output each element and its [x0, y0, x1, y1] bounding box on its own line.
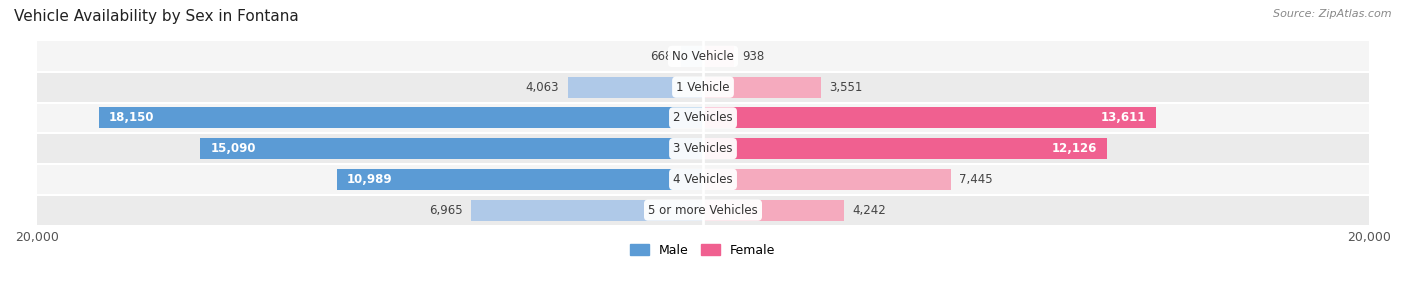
Text: 15,090: 15,090	[211, 142, 256, 155]
Text: 4,063: 4,063	[526, 81, 560, 94]
Bar	[37, 134, 1369, 164]
Bar	[337, 169, 703, 190]
Bar	[703, 46, 734, 67]
Text: 4 Vehicles: 4 Vehicles	[673, 173, 733, 186]
Bar	[98, 107, 703, 128]
Text: 6,965: 6,965	[429, 203, 463, 217]
Text: 12,126: 12,126	[1052, 142, 1097, 155]
Text: 2 Vehicles: 2 Vehicles	[673, 111, 733, 125]
Text: 18,150: 18,150	[108, 111, 155, 125]
Text: Source: ZipAtlas.com: Source: ZipAtlas.com	[1274, 9, 1392, 19]
Text: 3 Vehicles: 3 Vehicles	[673, 142, 733, 155]
Bar	[681, 46, 703, 67]
Bar	[37, 41, 1369, 72]
Text: Vehicle Availability by Sex in Fontana: Vehicle Availability by Sex in Fontana	[14, 9, 299, 24]
Text: 7,445: 7,445	[959, 173, 993, 186]
Bar	[568, 77, 703, 98]
Bar	[703, 77, 821, 98]
Bar	[37, 72, 1369, 102]
Bar	[703, 138, 1107, 159]
Bar	[703, 169, 950, 190]
Bar	[201, 138, 703, 159]
Bar	[37, 164, 1369, 194]
Bar	[37, 103, 1369, 133]
Text: 4,242: 4,242	[852, 203, 886, 217]
Text: 1 Vehicle: 1 Vehicle	[676, 81, 730, 94]
Text: 13,611: 13,611	[1101, 111, 1146, 125]
Text: 938: 938	[742, 50, 765, 63]
Text: 5 or more Vehicles: 5 or more Vehicles	[648, 203, 758, 217]
Bar	[703, 107, 1156, 128]
Legend: Male, Female: Male, Female	[626, 239, 780, 262]
Bar	[37, 195, 1369, 225]
Text: 3,551: 3,551	[830, 81, 863, 94]
Text: 668: 668	[650, 50, 672, 63]
Bar	[703, 200, 844, 221]
Text: No Vehicle: No Vehicle	[672, 50, 734, 63]
Bar	[471, 200, 703, 221]
Text: 10,989: 10,989	[347, 173, 392, 186]
